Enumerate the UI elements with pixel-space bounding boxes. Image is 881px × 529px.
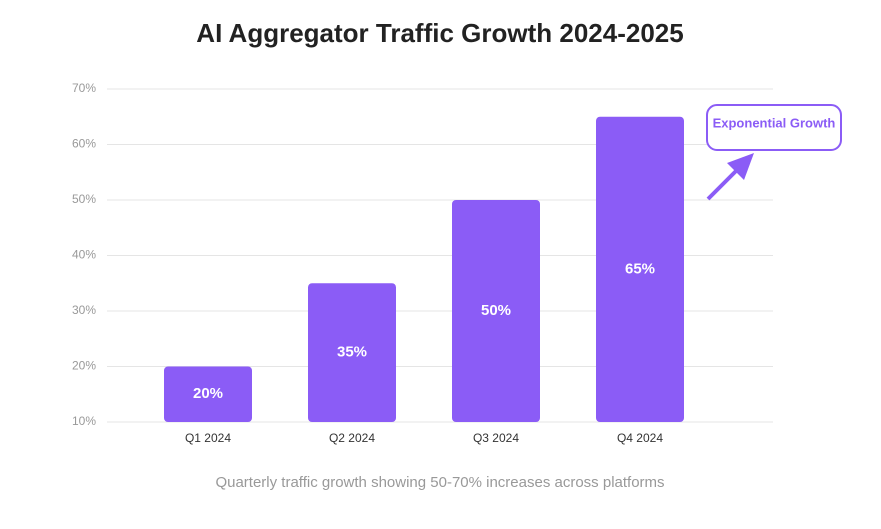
y-tick-label: 70%: [72, 81, 96, 95]
data-label: 65%: [625, 260, 655, 277]
bar: [596, 116, 684, 422]
data-label: 50%: [481, 302, 511, 319]
x-tick-label: Q3 2024: [473, 431, 519, 445]
x-tick-label: Q1 2024: [185, 431, 231, 445]
annotation-text: Exponential Growth: [713, 115, 836, 130]
y-tick-label: 50%: [72, 192, 96, 206]
chart-subtitle: Quarterly traffic growth showing 50-70% …: [215, 474, 664, 491]
annotation-box: [706, 104, 842, 151]
annotation-arrow: [706, 165, 742, 201]
x-tick-label: Q4 2024: [617, 431, 663, 445]
data-label: 35%: [337, 344, 367, 361]
x-tick-label: Q2 2024: [329, 431, 375, 445]
y-tick-label: 30%: [72, 303, 96, 317]
data-label: 20%: [193, 385, 223, 402]
bar: [308, 283, 396, 422]
y-tick-label: 40%: [72, 248, 96, 262]
y-tick-label: 20%: [72, 359, 96, 373]
y-tick-label: 60%: [72, 137, 96, 151]
annotation-arrowhead: [727, 153, 754, 180]
y-tick-label: 10%: [72, 414, 96, 428]
bar: [452, 200, 540, 422]
chart-title: AI Aggregator Traffic Growth 2024-2025: [196, 18, 683, 48]
bar: [164, 366, 252, 422]
